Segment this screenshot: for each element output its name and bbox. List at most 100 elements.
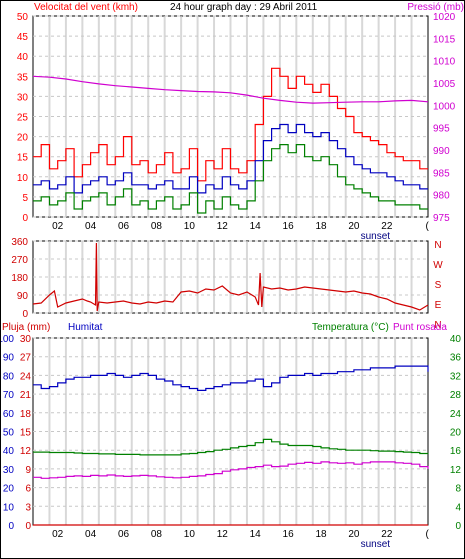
x-tick-label: 12: [217, 221, 229, 232]
rain-tick-label: 30: [20, 334, 32, 345]
wind-panel-plot: [32, 67, 429, 214]
rain-axis-ticks: 0 3 6 9 12 15 18 21 24 27 30: [20, 334, 32, 532]
x-tick-label: 08: [151, 529, 163, 540]
humidity-tick-label: 90: [3, 353, 15, 364]
direction-tick-label: 360: [11, 237, 28, 248]
series-line-direction: [32, 242, 429, 312]
wind-tick-label: 20: [17, 133, 29, 144]
temperature-axis-ticks: 0 4 8 12 16 20 24 28 32 36 40: [450, 334, 462, 532]
compass-label: N: [434, 320, 441, 331]
humidity-tick-label: 60: [3, 409, 15, 420]
rain-tick-label: 0: [25, 521, 31, 532]
temperature-tick-label: 24: [450, 409, 462, 420]
x-tick-label: 20: [348, 529, 360, 540]
wind-tick-label: 45: [17, 32, 29, 43]
x-tick-label: 06: [118, 221, 130, 232]
x-tick-label: 04: [85, 221, 97, 232]
dewpoint-title: Punt rosada: [393, 322, 447, 333]
direction-tick-label: 0: [22, 309, 28, 320]
humidity-tick-label: 50: [3, 428, 15, 439]
pressure-tick-label: 990: [433, 146, 450, 157]
wind-tick-label: 25: [17, 113, 29, 124]
humidity-tick-label: 70: [3, 390, 15, 401]
pressure-title: Pressió (mb): [407, 2, 464, 13]
temperature-tick-label: 20: [450, 428, 462, 439]
wind-tick-label: 5: [22, 193, 28, 204]
temperature-title: Temperatura (°C): [312, 322, 389, 333]
humidity-tick-label: 100: [0, 334, 14, 345]
humidity-title: Humitat: [68, 322, 103, 333]
rain-tick-label: 21: [20, 390, 32, 401]
rain-tick-label: 15: [20, 428, 32, 439]
x-tick-label: 14: [250, 529, 262, 540]
rain-tick-label: 18: [20, 409, 32, 420]
wind-tick-label: 15: [17, 153, 29, 164]
direction-tick-label: 270: [11, 255, 28, 266]
wind-tick-label: 30: [17, 92, 29, 103]
pressure-tick-label: 975: [433, 213, 450, 224]
pressure-tick-label: 1020: [433, 12, 456, 23]
direction-tick-label: 180: [11, 273, 28, 284]
rain-tick-label: 3: [25, 502, 31, 513]
x-tick-label: 22: [381, 221, 393, 232]
humidity-tick-label: 30: [3, 465, 15, 476]
temperature-panel-grid: [33, 337, 428, 526]
series-line-dewpoint: [33, 461, 429, 479]
temperature-tick-label: 12: [450, 465, 462, 476]
x-tick-label: 14: [250, 221, 262, 232]
temperature-tick-label: 32: [450, 371, 462, 382]
series-line-wind_max: [33, 67, 428, 182]
x-tick-label: 18: [315, 221, 327, 232]
wind-axis-ticks: 0 5 10 15 20 25 30 35 40 45 50: [17, 12, 29, 224]
wind-title: Velocitat del vent (kmh): [34, 2, 138, 13]
rain-tick-label: 27: [20, 353, 32, 364]
pressure-tick-label: 1015: [433, 34, 456, 45]
compass-label: N: [434, 240, 441, 251]
temperature-tick-label: 28: [450, 390, 462, 401]
pressure-tick-label: 1005: [433, 79, 456, 90]
x-tick-label: 12: [217, 529, 229, 540]
series-line-wind_min: [33, 144, 428, 214]
humidity-tick-label: 80: [3, 371, 15, 382]
compass-label: W: [433, 260, 443, 271]
sunset-label: sunset: [361, 539, 391, 550]
rain-tick-label: 12: [20, 446, 32, 457]
temperature-tick-label: 0: [455, 521, 461, 532]
humidity-tick-label: 40: [3, 446, 15, 457]
pressure-tick-label: 995: [433, 124, 450, 135]
compass-label: S: [435, 280, 442, 291]
wind-tick-label: 35: [17, 72, 29, 83]
pressure-tick-label: 980: [433, 191, 450, 202]
direction-axis-ticks: 0 90 180 270 360: [11, 237, 28, 320]
x-tick-label: 02: [52, 529, 64, 540]
pressure-tick-label: 1010: [433, 57, 456, 68]
x-tick-label: 20: [348, 221, 360, 232]
wind-panel-x-ticks: 02 04 06 08 10 12 14 16 18 20 22 (sunset: [52, 221, 429, 242]
series-line-pressure: [32, 75, 429, 104]
rain-title: Pluja (mm): [2, 322, 50, 333]
x-tick-label: 10: [184, 221, 196, 232]
temperature-panel-plot: [33, 365, 429, 526]
pressure-axis-ticks: 975 980 985 990 995 1000 1005 1010 1015 1020: [433, 12, 456, 224]
humidity-axis-ticks: 0 10 20 30 40 50 60 70 80 90 100: [0, 334, 14, 532]
x-tick-label: 22: [381, 529, 393, 540]
x-tick-label: (: [426, 529, 430, 540]
direction-panel-grid: [33, 240, 428, 314]
x-tick-label: 10: [184, 529, 196, 540]
pressure-tick-label: 985: [433, 168, 450, 179]
sunset-label: sunset: [361, 231, 391, 242]
temperature-tick-label: 40: [450, 334, 462, 345]
humidity-tick-label: 10: [3, 502, 15, 513]
x-tick-label: 06: [118, 529, 130, 540]
rain-tick-label: 6: [25, 484, 31, 495]
direction-panel-plot: [32, 242, 429, 312]
humidity-tick-label: 20: [3, 484, 15, 495]
temperature-tick-label: 8: [455, 484, 461, 495]
pressure-tick-label: 1000: [433, 101, 456, 112]
series-line-temperature: [33, 438, 429, 456]
graph-title: 24 hour graph day : 29 Abril 2011: [170, 2, 318, 13]
temperature-tick-label: 4: [455, 502, 461, 513]
x-tick-label: 02: [52, 221, 64, 232]
x-tick-label: 08: [151, 221, 163, 232]
